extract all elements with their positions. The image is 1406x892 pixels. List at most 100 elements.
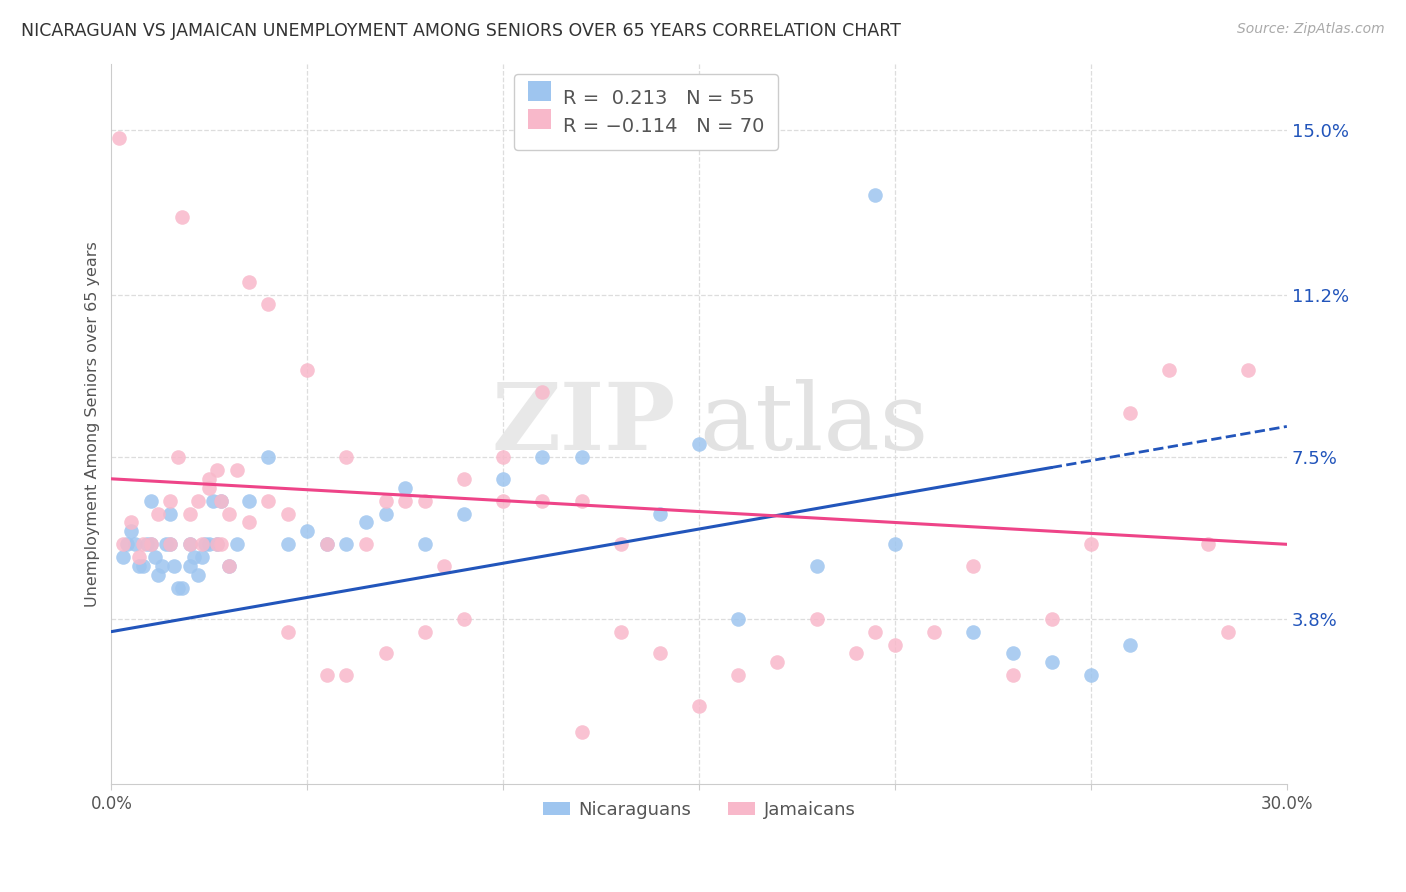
- Point: [453, 507, 475, 521]
- Point: [139, 537, 162, 551]
- Point: [108, 131, 131, 145]
- Point: [610, 624, 633, 639]
- Point: [394, 481, 416, 495]
- Point: [531, 450, 554, 464]
- Point: [115, 537, 138, 551]
- Point: [238, 516, 260, 530]
- Point: [167, 581, 190, 595]
- Point: [1080, 668, 1102, 682]
- Point: [194, 537, 217, 551]
- Point: [1119, 406, 1142, 420]
- Text: ZIP: ZIP: [491, 379, 676, 469]
- Point: [198, 472, 221, 486]
- Text: atlas: atlas: [699, 379, 928, 469]
- Point: [179, 559, 201, 574]
- Point: [179, 537, 201, 551]
- Point: [297, 524, 319, 539]
- Point: [316, 668, 339, 682]
- Point: [492, 450, 515, 464]
- Point: [648, 647, 671, 661]
- Point: [225, 537, 247, 551]
- Point: [806, 611, 828, 625]
- Point: [190, 537, 212, 551]
- Point: [453, 472, 475, 486]
- Point: [433, 559, 456, 574]
- Point: [148, 507, 170, 521]
- Point: [198, 537, 221, 551]
- Point: [316, 537, 339, 551]
- Point: [159, 507, 181, 521]
- Point: [413, 493, 436, 508]
- Point: [354, 537, 377, 551]
- Point: [806, 559, 828, 574]
- Point: [139, 537, 162, 551]
- Point: [688, 437, 710, 451]
- Point: [884, 537, 907, 551]
- Point: [143, 550, 166, 565]
- Point: [198, 481, 221, 495]
- Point: [128, 559, 150, 574]
- Point: [112, 550, 135, 565]
- Point: [170, 210, 193, 224]
- Point: [148, 567, 170, 582]
- Point: [1198, 537, 1220, 551]
- Point: [453, 611, 475, 625]
- Point: [132, 559, 155, 574]
- Point: [257, 493, 280, 508]
- Point: [571, 725, 593, 739]
- Point: [413, 624, 436, 639]
- Point: [124, 537, 146, 551]
- Point: [159, 537, 181, 551]
- Point: [159, 493, 181, 508]
- Point: [112, 537, 135, 551]
- Point: [531, 493, 554, 508]
- Point: [354, 516, 377, 530]
- Point: [209, 493, 232, 508]
- Point: [135, 537, 157, 551]
- Point: [1236, 362, 1258, 376]
- Point: [374, 507, 396, 521]
- Point: [163, 559, 186, 574]
- Point: [394, 493, 416, 508]
- Point: [413, 537, 436, 551]
- Point: [218, 507, 240, 521]
- Point: [688, 698, 710, 713]
- Point: [257, 450, 280, 464]
- Point: [1080, 537, 1102, 551]
- Point: [205, 537, 228, 551]
- Point: [218, 559, 240, 574]
- Point: [335, 668, 357, 682]
- Point: [209, 537, 232, 551]
- Point: [179, 507, 201, 521]
- Point: [845, 647, 868, 661]
- Text: NICARAGUAN VS JAMAICAN UNEMPLOYMENT AMONG SENIORS OVER 65 YEARS CORRELATION CHAR: NICARAGUAN VS JAMAICAN UNEMPLOYMENT AMON…: [21, 22, 901, 40]
- Point: [120, 516, 142, 530]
- Point: [150, 559, 173, 574]
- Point: [187, 567, 209, 582]
- Point: [571, 493, 593, 508]
- Point: [531, 384, 554, 399]
- Point: [962, 624, 984, 639]
- Point: [202, 493, 225, 508]
- Point: [179, 537, 201, 551]
- Point: [205, 537, 228, 551]
- Point: [865, 188, 887, 202]
- Point: [1001, 668, 1024, 682]
- Point: [277, 537, 299, 551]
- Point: [374, 647, 396, 661]
- Legend: Nicaraguans, Jamaicans: Nicaraguans, Jamaicans: [536, 793, 863, 826]
- Point: [120, 524, 142, 539]
- Point: [1119, 638, 1142, 652]
- Point: [648, 507, 671, 521]
- Point: [962, 559, 984, 574]
- Point: [571, 450, 593, 464]
- Point: [335, 537, 357, 551]
- Point: [1040, 611, 1063, 625]
- Point: [884, 638, 907, 652]
- Point: [225, 463, 247, 477]
- Point: [183, 550, 205, 565]
- Y-axis label: Unemployment Among Seniors over 65 years: Unemployment Among Seniors over 65 years: [86, 242, 100, 607]
- Point: [190, 550, 212, 565]
- Point: [865, 624, 887, 639]
- Point: [187, 493, 209, 508]
